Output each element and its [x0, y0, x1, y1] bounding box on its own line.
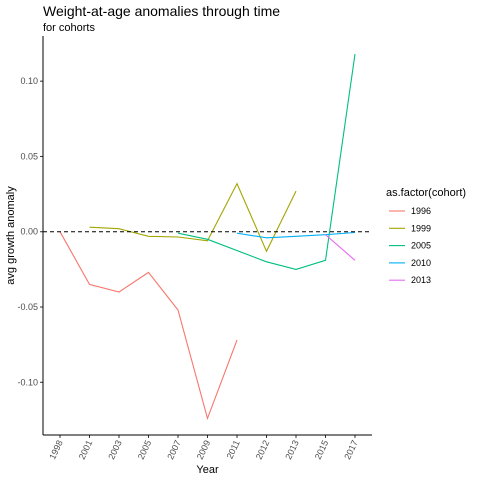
series-line-1996 [59, 231, 238, 421]
y-tick-label: 0.10 [20, 76, 38, 86]
x-tick-label: 2015 [313, 439, 331, 461]
x-tick-label: 1998 [47, 439, 65, 461]
x-axis-label: Year [196, 464, 219, 476]
legend-label-2013: 2013 [411, 275, 431, 285]
x-tick-label: 2003 [106, 439, 124, 461]
x-tick-label: 2013 [283, 439, 301, 461]
y-axis-label: avg growth anomaly [5, 186, 17, 285]
y-tick-label: -0.10 [17, 377, 38, 387]
x-tick-label: 2007 [165, 439, 183, 461]
x-axis-ticks: 1998 2001 2003 2005 2007 2009 2011 2012 2013 2015… [47, 435, 360, 461]
y-tick-label: -0.05 [17, 302, 38, 312]
x-tick-label: 2005 [136, 439, 154, 461]
x-tick-label: 2009 [195, 439, 213, 461]
legend: as.factor(cohort) 1996 1999 2005 2010 2013 [386, 187, 466, 285]
x-tick-label: 2017 [342, 439, 360, 461]
series-lines [59, 54, 356, 421]
x-tick-label: 2011 [225, 439, 242, 461]
x-tick-label: 2012 [254, 439, 272, 461]
y-tick-label: 0.05 [20, 151, 38, 161]
y-tick-label: 0.00 [20, 227, 38, 237]
series-line-2005 [177, 54, 356, 270]
legend-label-2005: 2005 [411, 241, 431, 251]
chart-subtitle: for cohorts [43, 22, 95, 34]
legend-label-1996: 1996 [411, 206, 431, 216]
legend-title: as.factor(cohort) [386, 187, 466, 199]
x-tick-label: 2001 [77, 439, 95, 461]
legend-label-2010: 2010 [411, 258, 431, 268]
series-line-2013 [325, 234, 356, 261]
y-axis-ticks: -0.10 -0.05 0.00 0.05 0.10 [17, 76, 43, 387]
series-line-1999 [89, 182, 297, 253]
chart-title: Weight-at-age anomalies through time [43, 3, 281, 19]
legend-label-1999: 1999 [411, 223, 431, 233]
series-line-2010 [236, 231, 356, 239]
